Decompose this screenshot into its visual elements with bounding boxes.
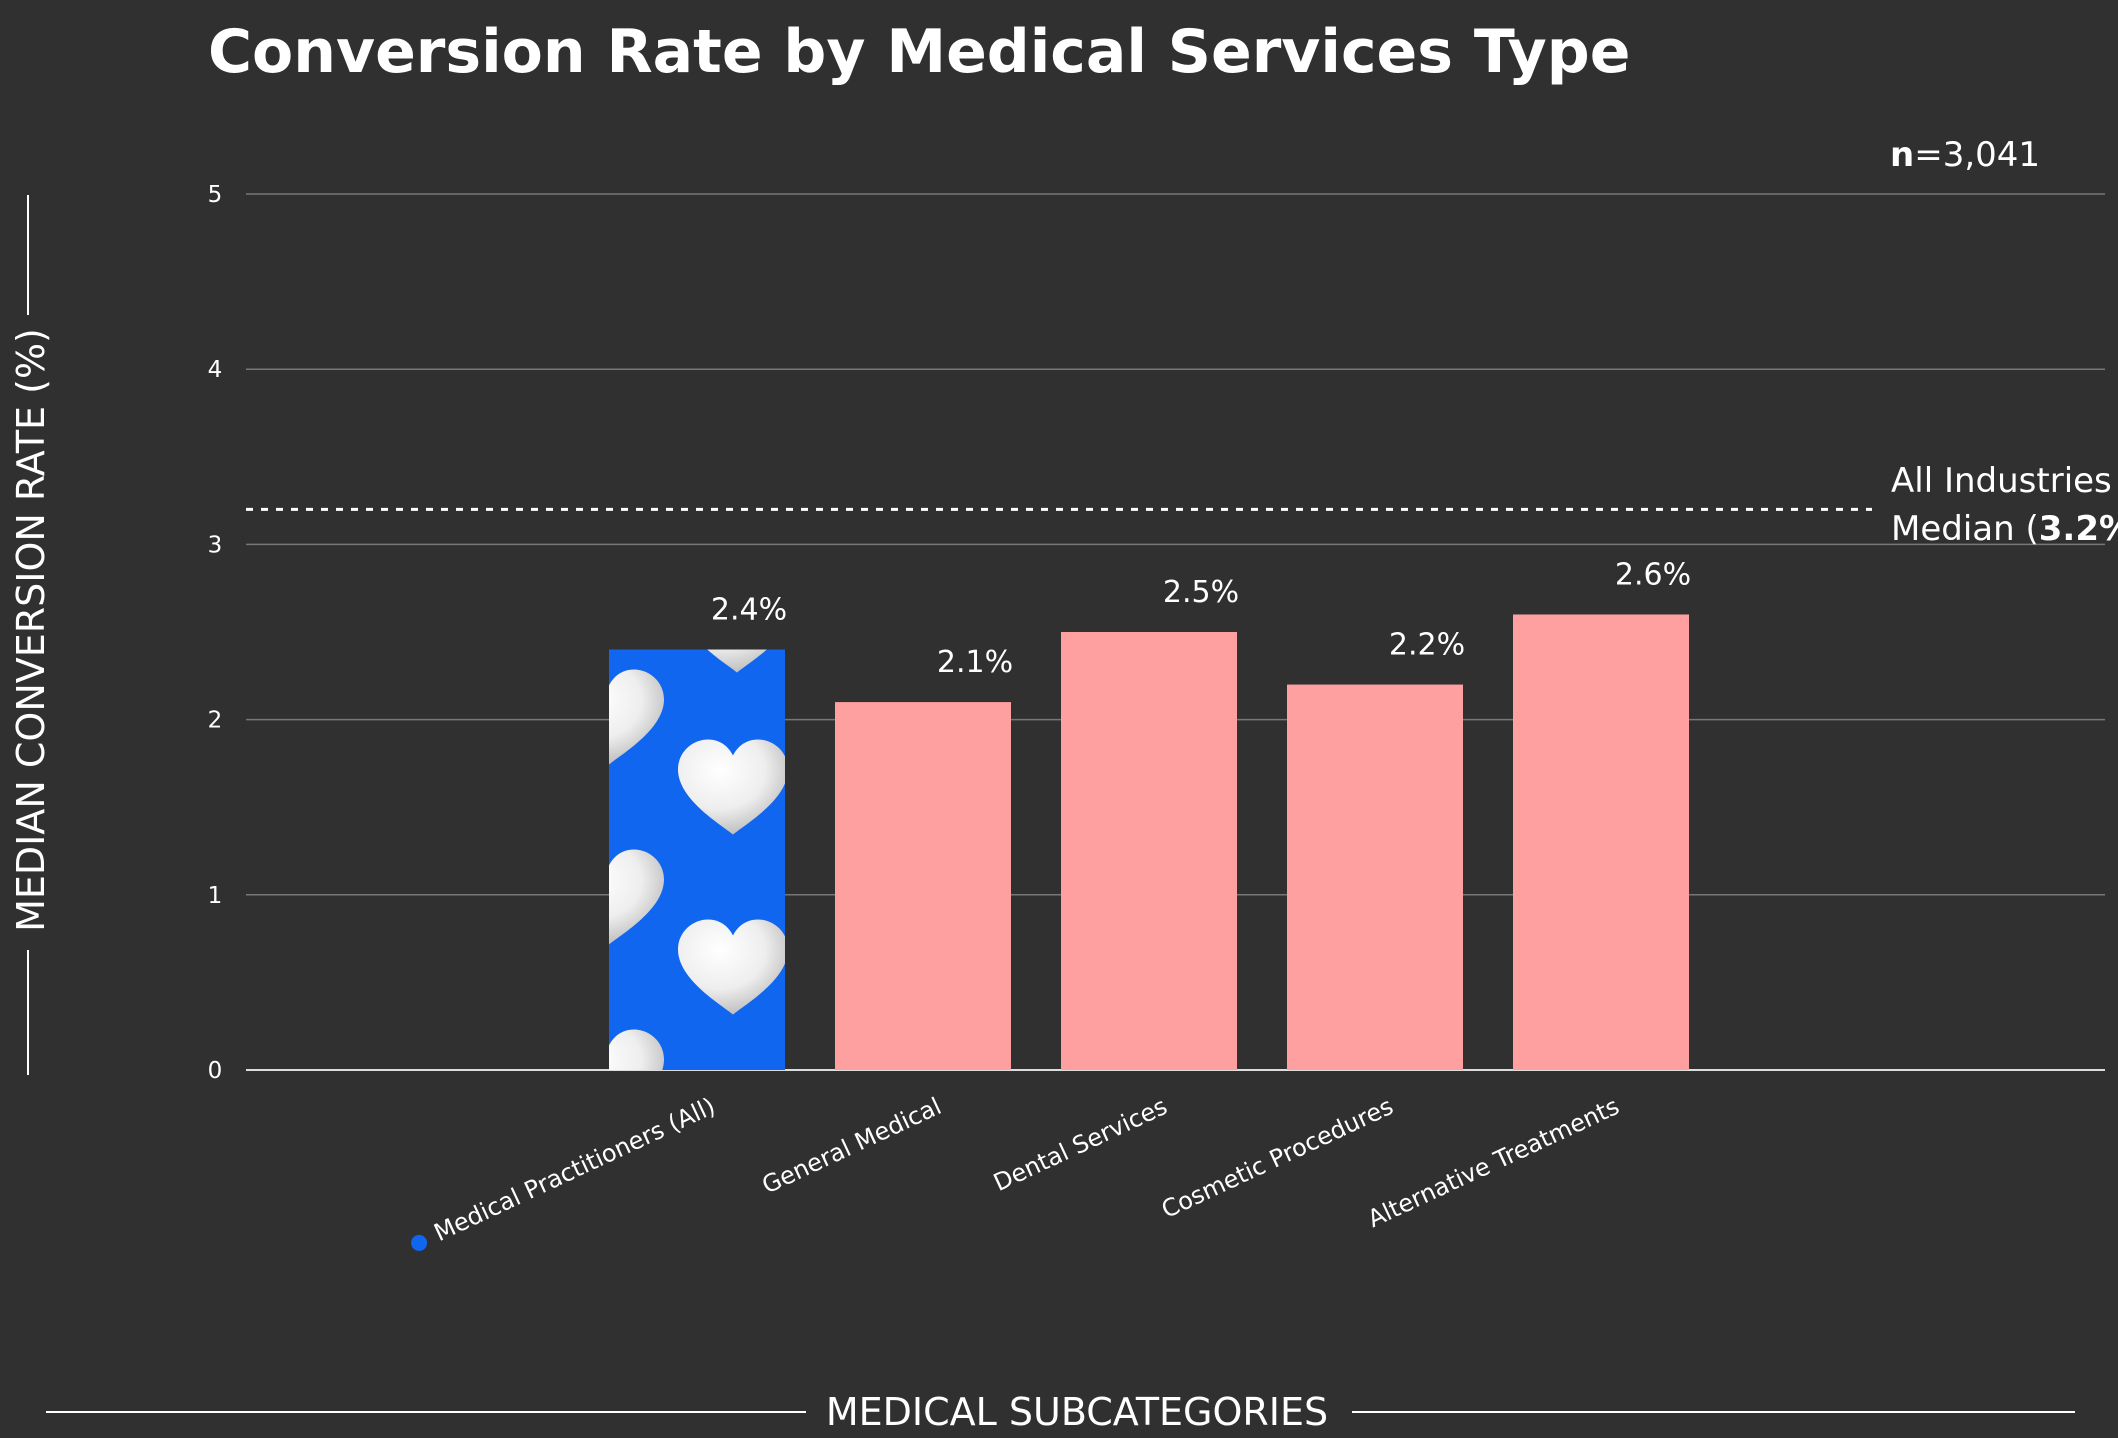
bars	[609, 614, 1689, 1071]
category-label: Dental Services	[989, 1092, 1171, 1197]
category-label: General Medical	[758, 1092, 946, 1199]
y-axis-ticks: 0 1 2 3 4 5	[208, 182, 223, 1084]
bar-value-labels: 2.4% 2.1% 2.5% 2.2% 2.6%	[711, 557, 1691, 680]
category-label: Cosmetic Procedures	[1157, 1092, 1397, 1224]
chart-title: Conversion Rate by Medical Services Type	[208, 17, 1630, 87]
bar	[1513, 614, 1689, 1070]
bar-value-label: 2.6%	[1615, 557, 1691, 592]
reference-label-prefix: Median (	[1891, 509, 2039, 549]
x-axis-title: MEDICAL SUBCATEGORIES	[826, 1390, 1328, 1434]
sample-size-value: =3,041	[1914, 135, 2040, 175]
bar	[1287, 684, 1463, 1070]
bar-value-label: 2.2%	[1389, 628, 1465, 663]
bar-value-label: 2.4%	[711, 593, 787, 628]
y-axis-title: MEDIAN CONVERSION RATE (%)	[9, 328, 53, 932]
y-tick-label: 0	[208, 1058, 223, 1084]
bar-value-label: 2.5%	[1163, 575, 1239, 610]
bar	[835, 702, 1011, 1070]
bar	[1061, 632, 1237, 1070]
highlight-marker-dot	[411, 1234, 428, 1251]
y-tick-label: 5	[208, 182, 223, 208]
bar-value-label: 2.1%	[937, 645, 1013, 680]
sample-size: n=3,041	[1890, 135, 2040, 175]
y-tick-label: 2	[208, 708, 223, 734]
reference-line-label-2: Median (3.2%)	[1891, 509, 2118, 549]
y-tick-label: 4	[208, 357, 223, 383]
reference-label-value: 3.2%	[2039, 509, 2118, 549]
category-labels: Medical Practitioners (All) General Medic…	[411, 1092, 1624, 1251]
y-tick-label: 3	[208, 532, 223, 558]
reference-line-label-1: All Industries	[1891, 461, 2112, 501]
category-label: Alternative Treatments	[1363, 1092, 1623, 1233]
y-tick-label: 1	[208, 883, 223, 909]
category-label: Medical Practitioners (All)	[430, 1092, 720, 1247]
sample-size-label: n	[1890, 135, 1914, 175]
